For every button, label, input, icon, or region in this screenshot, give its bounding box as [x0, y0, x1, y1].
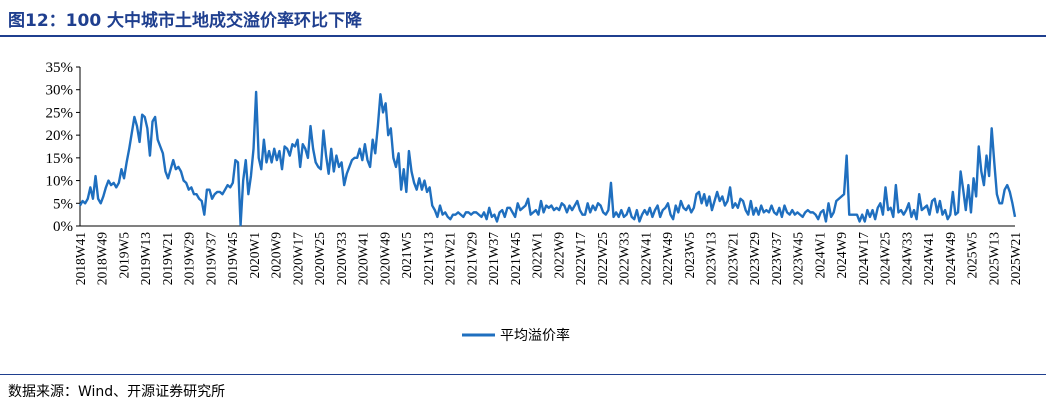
x-tick-label: 2020W9: [269, 232, 284, 279]
x-tick-label: 2020W1: [247, 232, 262, 279]
x-tick-label: 2021W21: [443, 232, 458, 285]
source-divider: [0, 374, 1046, 375]
x-tick-label: 2022W1: [530, 232, 545, 279]
x-tick-label: 2023W21: [725, 232, 740, 285]
x-tick-label: 2019W29: [182, 232, 197, 285]
x-tick-label: 2023W37: [769, 232, 784, 285]
series-layer: [78, 90, 1017, 227]
y-tick-label: 30%: [46, 83, 74, 99]
x-tick-label: 2024W49: [943, 232, 958, 285]
x-tick-label: 2025W21: [1008, 232, 1023, 285]
x-tick-label: 2022W25: [595, 232, 610, 285]
x-tick-label: 2020W33: [334, 232, 349, 285]
x-tick-label: 2022W9: [551, 232, 566, 279]
legend: 平均溢价率: [462, 327, 570, 344]
x-tick-label: 2023W45: [791, 232, 806, 285]
y-tick-label: 15%: [46, 151, 74, 167]
x-tick-label: 2022W49: [660, 232, 675, 285]
x-axis: 2018W41 2018W49 2019W5 2019W13 2019W21 2019W2…: [73, 225, 1023, 285]
y-tick-label: 35%: [46, 60, 74, 76]
y-tick-label: 25%: [46, 105, 74, 121]
x-tick-label: 2020W25: [312, 232, 327, 285]
x-tick-label: 2025W13: [986, 232, 1001, 285]
x-tick-label: 2024W9: [834, 232, 849, 279]
y-tick-label: 5%: [53, 196, 73, 212]
chart-title: 图12：100 大中城市土地成交溢价率环比下降: [8, 11, 363, 31]
x-tick-label: 2024W41: [921, 232, 936, 285]
y-axis: 0% 5% 10% 15% 20% 25% 30% 35%: [46, 60, 81, 235]
x-tick-label: 2021W29: [464, 232, 479, 285]
x-tick-label: 2021W37: [486, 232, 501, 285]
y-tick-label: 10%: [46, 174, 74, 190]
x-tick-label: 2018W41: [73, 232, 88, 285]
x-tick-label: 2019W5: [116, 232, 131, 279]
legend-label-series-0: 平均溢价率: [500, 327, 570, 344]
x-tick-label: 2025W5: [965, 232, 980, 279]
x-tick-label: 2019W45: [225, 232, 240, 285]
x-tick-label: 2019W21: [160, 232, 175, 285]
x-tick-label: 2024W33: [899, 232, 914, 285]
title-divider: [0, 35, 1046, 37]
source-note: 数据来源：Wind、开源证券研究所: [8, 384, 226, 400]
x-tick-label: 2024W25: [878, 232, 893, 285]
x-tick-label: 2020W49: [377, 232, 392, 285]
x-tick-label: 2020W41: [356, 232, 371, 285]
x-tick-label: 2018W49: [95, 232, 110, 285]
x-tick-label: 2021W13: [421, 232, 436, 285]
line-chart: 0%5%10%15%20%25%30%35% 2018W41 2018W49 201…: [46, 60, 1024, 344]
x-tick-label: 2021W45: [508, 232, 523, 285]
x-tick-label: 2024W1: [812, 232, 827, 279]
x-tick-label: 2020W17: [290, 232, 305, 285]
x-tick-label: 2022W33: [617, 232, 632, 285]
x-tick-label: 2021W5: [399, 232, 414, 279]
x-tick-label: 2023W29: [747, 232, 762, 285]
y-tick-label: 0%: [53, 219, 73, 235]
x-tick-label: 2022W17: [573, 232, 588, 285]
x-tick-label: 2023W5: [682, 232, 697, 279]
series-line-0: [78, 90, 1017, 227]
x-tick-label: 2023W13: [704, 232, 719, 285]
y-tick-label: 20%: [46, 128, 74, 144]
x-tick-label: 2019W13: [138, 232, 153, 285]
x-tick-label: 2022W41: [638, 232, 653, 285]
x-tick-label: 2024W17: [856, 232, 871, 285]
x-tick-label: 2019W37: [203, 232, 218, 285]
